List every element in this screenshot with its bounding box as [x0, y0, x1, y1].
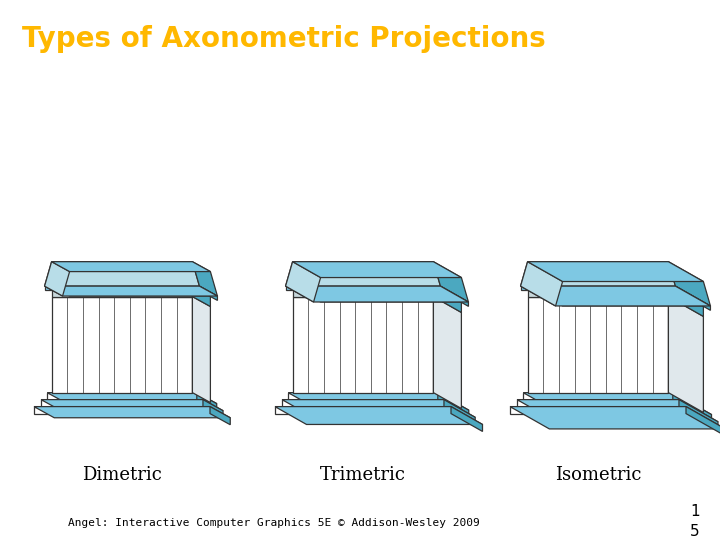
- Polygon shape: [275, 407, 451, 414]
- Polygon shape: [433, 286, 462, 313]
- Polygon shape: [288, 393, 469, 410]
- Polygon shape: [192, 262, 217, 296]
- Polygon shape: [292, 296, 433, 393]
- Polygon shape: [197, 393, 217, 410]
- Polygon shape: [52, 286, 210, 296]
- Polygon shape: [34, 407, 210, 414]
- Polygon shape: [192, 296, 210, 402]
- Text: Types of Axonometric Projections: Types of Axonometric Projections: [22, 25, 545, 52]
- Polygon shape: [433, 262, 469, 302]
- Polygon shape: [679, 400, 718, 429]
- Polygon shape: [282, 400, 444, 407]
- Polygon shape: [286, 286, 469, 302]
- Polygon shape: [672, 393, 711, 422]
- Polygon shape: [528, 286, 668, 296]
- Polygon shape: [52, 262, 210, 272]
- Polygon shape: [528, 296, 668, 393]
- Polygon shape: [192, 286, 210, 307]
- Polygon shape: [286, 262, 320, 302]
- Polygon shape: [48, 393, 197, 400]
- Polygon shape: [292, 286, 433, 296]
- Polygon shape: [48, 393, 217, 403]
- Polygon shape: [52, 286, 192, 296]
- Polygon shape: [510, 407, 720, 429]
- Polygon shape: [45, 262, 199, 286]
- Polygon shape: [675, 286, 711, 310]
- Polygon shape: [444, 400, 475, 424]
- Polygon shape: [203, 400, 223, 417]
- Polygon shape: [521, 262, 562, 306]
- Polygon shape: [286, 286, 441, 291]
- Text: Angel: Interactive Computer Graphics 5E © Addison-Wesley 2009: Angel: Interactive Computer Graphics 5E …: [68, 518, 480, 528]
- Polygon shape: [686, 407, 720, 436]
- Polygon shape: [41, 400, 203, 407]
- Text: Trimetric: Trimetric: [320, 466, 406, 484]
- Polygon shape: [521, 262, 675, 286]
- Polygon shape: [288, 393, 438, 400]
- Polygon shape: [521, 286, 675, 291]
- Polygon shape: [34, 407, 230, 418]
- Polygon shape: [668, 296, 703, 413]
- Polygon shape: [282, 400, 475, 417]
- Text: 1: 1: [690, 504, 700, 519]
- Polygon shape: [528, 286, 703, 306]
- Polygon shape: [45, 286, 217, 296]
- Polygon shape: [528, 262, 703, 281]
- Polygon shape: [668, 286, 703, 316]
- Polygon shape: [441, 286, 469, 306]
- Polygon shape: [45, 286, 199, 291]
- Polygon shape: [41, 400, 223, 411]
- Polygon shape: [210, 407, 230, 425]
- Polygon shape: [52, 296, 192, 393]
- Polygon shape: [517, 400, 679, 407]
- Polygon shape: [523, 393, 711, 415]
- Text: Isometric: Isometric: [554, 466, 642, 484]
- Polygon shape: [292, 262, 462, 278]
- Polygon shape: [199, 286, 217, 300]
- Polygon shape: [523, 393, 672, 400]
- Polygon shape: [286, 262, 441, 286]
- Polygon shape: [433, 296, 462, 408]
- Polygon shape: [668, 262, 711, 306]
- Polygon shape: [510, 407, 686, 414]
- Polygon shape: [451, 407, 482, 431]
- Polygon shape: [275, 407, 482, 424]
- Polygon shape: [292, 286, 462, 302]
- Polygon shape: [521, 286, 711, 306]
- Text: 5: 5: [690, 524, 700, 539]
- Polygon shape: [517, 400, 718, 422]
- Text: Dimetric: Dimetric: [82, 466, 162, 484]
- Polygon shape: [438, 393, 469, 417]
- Polygon shape: [45, 262, 70, 296]
